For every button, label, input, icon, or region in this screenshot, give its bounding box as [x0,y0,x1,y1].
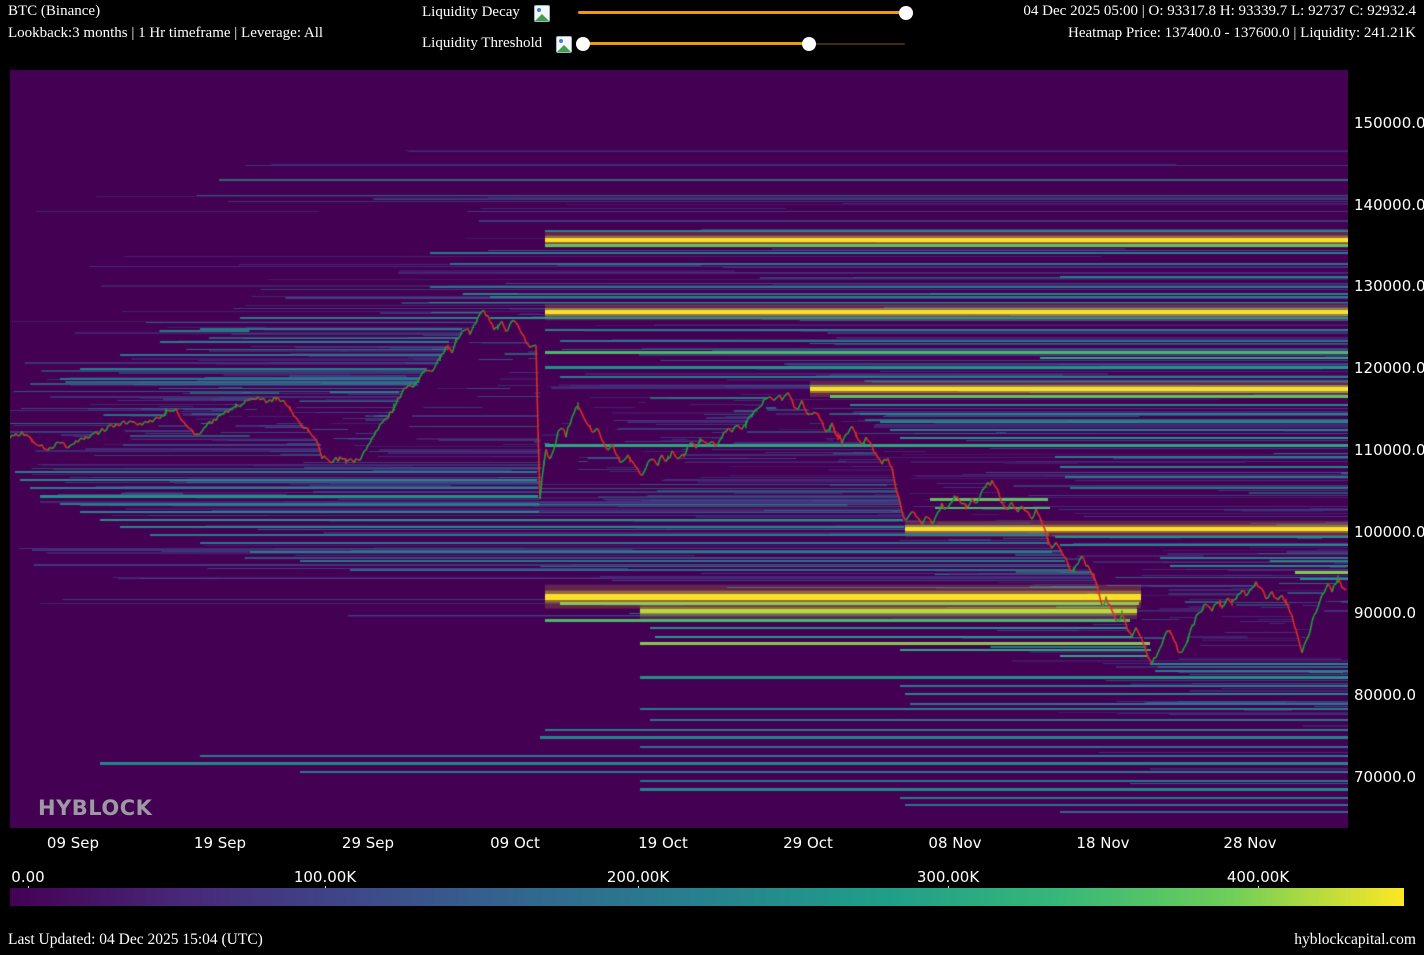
liquidity-threshold-slider-range[interactable] [583,42,809,45]
date-tick-label: 09 Sep [47,834,99,852]
image-placeholder-sky-dot [559,39,563,43]
candle-ohlc-readout: 04 Dec 2025 05:00 | O: 93317.8 H: 93339.… [1023,3,1416,20]
image-placeholder-hill [557,45,571,52]
date-tick-label: 08 Nov [928,834,981,852]
date-tick-label: 18 Nov [1076,834,1129,852]
image-placeholder-icon [534,5,550,22]
price-tick-label: 110000.0 [1354,441,1424,459]
date-tick-label: 09 Oct [490,834,540,852]
date-tick-label: 19 Sep [194,834,246,852]
date-tick-label: 29 Oct [783,834,833,852]
price-tick-label: 130000.0 [1354,277,1424,295]
liquidity-heatmap-canvas[interactable] [10,70,1348,828]
liquidity-decay-label: Liquidity Decay [422,4,520,21]
image-placeholder-sky-dot [537,8,541,12]
colorbar-gradient [10,888,1404,906]
price-tick-label: 70000.0 [1354,768,1416,786]
colorbar-tick-label: 300.00K [917,868,979,886]
date-tick-label: 29 Sep [342,834,394,852]
liquidity-threshold-slider-thumb-low[interactable] [576,37,590,51]
liquidity-decay-slider-thumb[interactable] [899,6,913,20]
image-placeholder-icon [556,36,572,53]
last-updated-label: Last Updated: 04 Dec 2025 15:04 (UTC) [8,931,263,949]
liquidity-threshold-label: Liquidity Threshold [422,35,542,52]
date-tick-label: 28 Nov [1223,834,1276,852]
hyblockcapital-link[interactable]: hyblockcapital.com [1294,931,1416,949]
app-root: { "colors": { "accent_orange": "#ef9b0f"… [0,0,1424,955]
symbol-title: BTC (Binance) [8,3,100,20]
heatmap-hover-readout: Heatmap Price: 137400.0 - 137600.0 | Liq… [1068,25,1416,42]
price-tick-label: 80000.0 [1354,686,1416,704]
lookback-settings-label: Lookback:3 months | 1 Hr timeframe | Lev… [8,25,323,42]
colorbar-tick-label: 400.00K [1227,868,1289,886]
liquidity-threshold-slider-thumb-high[interactable] [802,37,816,51]
colorbar-tick-label: 200.00K [607,868,669,886]
image-placeholder-hill [535,14,549,21]
price-tick-label: 140000.0 [1354,196,1424,214]
price-tick-label: 100000.0 [1354,523,1424,541]
colorbar-tick-label: 100.00K [294,868,356,886]
price-tick-label: 120000.0 [1354,359,1424,377]
colorbar-tick-label: 0.00 [11,868,44,886]
date-tick-label: 19 Oct [638,834,688,852]
liquidity-decay-slider-track[interactable] [578,11,912,14]
price-tick-label: 90000.0 [1354,604,1416,622]
price-tick-label: 150000.0 [1354,114,1424,132]
hyblock-watermark: HYBLOCK [38,796,152,820]
